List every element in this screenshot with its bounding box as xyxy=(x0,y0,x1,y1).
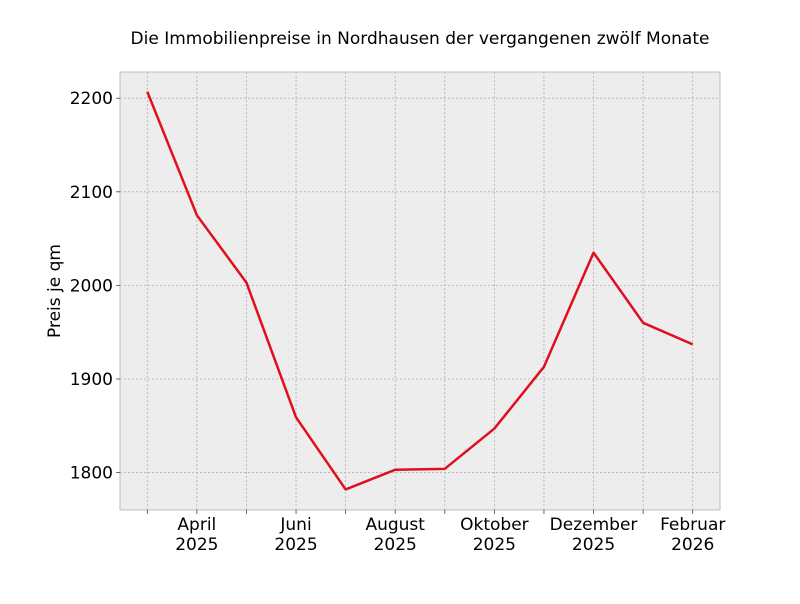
y-tick-label: 2100 xyxy=(70,183,113,203)
y-tick-label: 1900 xyxy=(70,370,113,390)
y-tick-label: 2000 xyxy=(70,276,113,296)
plot-area xyxy=(119,71,721,511)
y-axis-label: Preis je qm xyxy=(45,244,65,338)
x-tick-label: Oktober xyxy=(460,515,529,535)
x-tick-label: Dezember xyxy=(550,515,638,535)
x-tick-label: August xyxy=(365,515,425,535)
axis-ticks: April2025Juni2025August2025Oktober2025De… xyxy=(70,89,726,555)
x-tick-label: April xyxy=(177,515,216,535)
y-tick-label: 2200 xyxy=(70,89,113,109)
series-line xyxy=(146,91,694,491)
x-tick-label-year: 2025 xyxy=(473,535,516,555)
x-tick-label: Juni xyxy=(279,515,311,535)
chart-title: Die Immobilienpreise in Nordhausen der v… xyxy=(131,29,710,49)
x-tick-label-year: 2025 xyxy=(175,535,218,555)
y-tick-label: 1800 xyxy=(70,464,113,484)
x-tick-label-year: 2025 xyxy=(274,535,317,555)
grid xyxy=(120,72,720,510)
series xyxy=(146,91,694,491)
x-tick-label-year: 2025 xyxy=(572,535,615,555)
x-tick-label-year: 2026 xyxy=(671,535,714,555)
x-tick-label: Februar xyxy=(660,515,725,535)
x-tick-label-year: 2025 xyxy=(374,535,417,555)
